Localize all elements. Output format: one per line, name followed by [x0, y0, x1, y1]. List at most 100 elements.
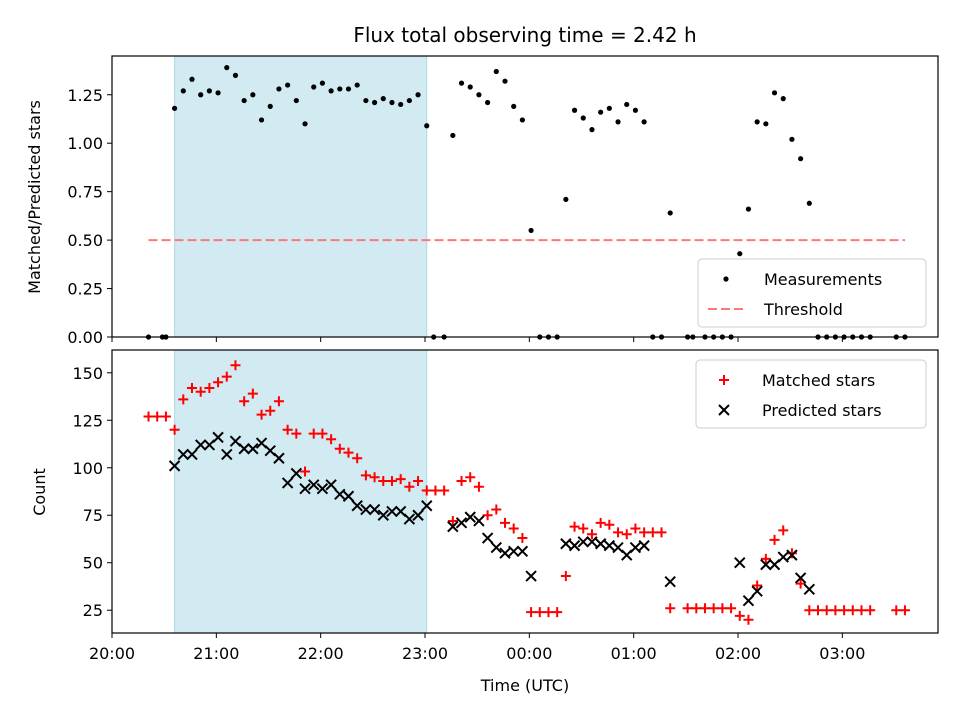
measurement-point — [198, 92, 204, 98]
matched-point — [743, 614, 754, 625]
matched-point — [473, 481, 484, 492]
y-tick-label: 0.00 — [67, 328, 103, 347]
measurement-point — [189, 76, 195, 82]
measurement-point — [493, 68, 499, 75]
y-tick-label: 50 — [83, 554, 103, 573]
predicted-point — [490, 541, 503, 554]
matched-point — [578, 523, 589, 534]
measurement-point — [667, 210, 673, 216]
predicted-point — [308, 479, 320, 491]
predicted-point — [368, 503, 381, 516]
measurement-point — [363, 97, 369, 104]
measurement-point — [276, 86, 282, 92]
matched-point — [447, 515, 458, 526]
matched-point — [239, 396, 250, 407]
matched-point — [769, 534, 780, 545]
matched-point — [343, 447, 354, 458]
measurement-point — [380, 96, 386, 102]
measurement-point — [337, 86, 343, 92]
measurement-point — [293, 97, 299, 104]
matched-point — [726, 603, 737, 614]
y-tick-label: 1.00 — [67, 134, 103, 153]
top-legend: Measurements Threshold — [697, 258, 927, 328]
measurement-point — [354, 82, 360, 88]
matched-point — [865, 605, 876, 616]
measurement-point — [371, 99, 378, 106]
measurement-point — [789, 136, 795, 142]
predicted-point — [507, 545, 520, 558]
matched-point — [899, 605, 910, 616]
measurement-point — [632, 107, 639, 113]
matched-point — [552, 607, 563, 618]
matched-point — [352, 453, 363, 464]
measurement-point — [250, 92, 256, 98]
bottom-y-axis: 25 50 75 100 125 150 — [72, 364, 112, 620]
predicted-point — [803, 583, 816, 596]
matched-point — [734, 610, 745, 621]
predicted-point — [342, 490, 355, 502]
chart-title: Flux total observing time = 2.42 h — [353, 23, 696, 47]
measurement-point — [424, 123, 430, 129]
bottom-legend: Matched stars Predicted stars — [695, 359, 927, 429]
matched-point — [604, 519, 615, 530]
matched-point — [613, 527, 624, 538]
measurement-point — [502, 78, 508, 84]
x-tick-label: 03:00 — [819, 644, 865, 663]
x-tick-label: 22:00 — [298, 644, 344, 663]
predicted-point — [281, 477, 294, 489]
matched-point — [891, 605, 902, 616]
matched-point — [534, 607, 545, 618]
matched-point — [378, 476, 389, 487]
measurement-point — [180, 88, 186, 94]
predicted-point — [421, 500, 433, 512]
matched-point — [204, 382, 215, 393]
matched-point — [465, 472, 476, 483]
matched-point — [317, 428, 328, 439]
bottom-x-axis: 20:00 21:00 22:00 23:00 00:00 01:00 02:00 03:00 — [89, 633, 865, 663]
measurement-point — [319, 80, 326, 86]
measurement-point — [580, 115, 586, 121]
measurement-point — [806, 200, 812, 206]
legend-label: Matched stars — [762, 371, 875, 390]
matched-point — [386, 476, 397, 487]
matched-point — [699, 603, 710, 614]
x-tick-label: 00:00 — [506, 644, 552, 663]
predicted-point — [386, 505, 398, 518]
measurement-point — [458, 80, 465, 86]
measurement-point — [398, 101, 404, 108]
legend-box — [697, 258, 927, 328]
matched-point — [717, 603, 728, 614]
measurement-point — [624, 101, 630, 108]
measurement-point — [172, 105, 178, 111]
bottom-y-axis-label: Count — [30, 468, 49, 516]
predicted-point — [603, 539, 616, 552]
matched-point — [308, 428, 319, 439]
matched-point — [691, 603, 702, 614]
predicted-point — [168, 460, 181, 472]
measurement-point — [467, 84, 473, 90]
predicted-point — [247, 443, 259, 455]
measurement-point — [571, 107, 578, 113]
predicted-point — [473, 515, 485, 527]
matched-point — [708, 603, 719, 614]
matched-point — [778, 525, 789, 536]
matched-point — [413, 476, 424, 487]
matched-point — [856, 605, 867, 616]
measurement-point — [511, 103, 517, 109]
matched-point — [821, 605, 832, 616]
measurement-point — [285, 82, 291, 88]
predicted-point — [212, 431, 224, 444]
matched-point — [491, 504, 502, 515]
y-tick-label: 0.75 — [67, 183, 103, 202]
predicted-point — [412, 509, 424, 521]
y-tick-label: 150 — [72, 364, 103, 383]
predicted-point — [186, 448, 198, 461]
bottom-panel: 25 50 75 100 125 150 20:00 21:00 22:00 23:00 00:0… — [30, 349, 939, 695]
matched-point — [369, 472, 380, 483]
measurement-point — [771, 90, 778, 96]
matched-point — [508, 523, 519, 534]
predicted-point — [629, 541, 642, 554]
matched-point — [291, 428, 302, 439]
predicted-point — [734, 557, 746, 569]
